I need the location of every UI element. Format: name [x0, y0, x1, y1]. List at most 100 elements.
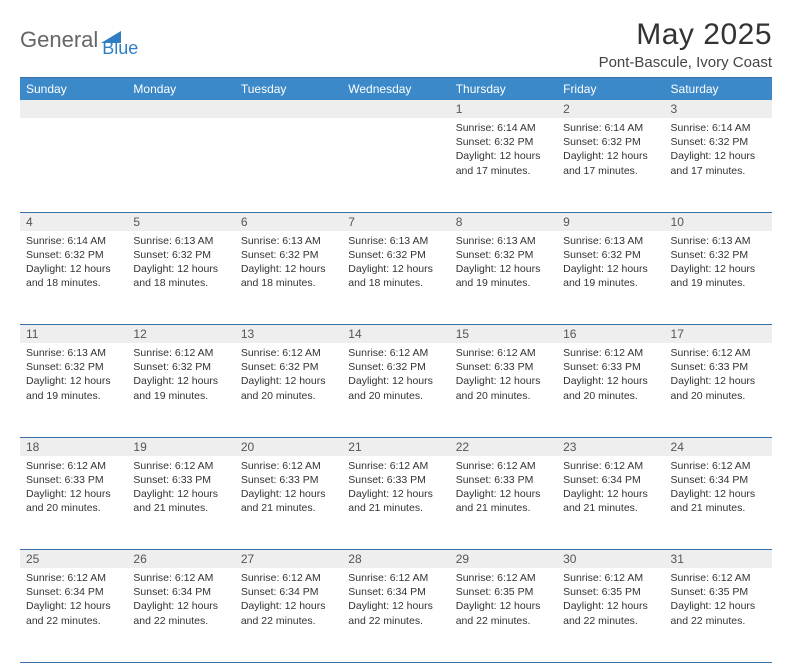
sunrise-line: Sunrise: 6:12 AM	[133, 459, 228, 473]
daylight-line-2: and 20 minutes.	[563, 389, 658, 403]
sunset-line: Sunset: 6:33 PM	[133, 473, 228, 487]
day-cell: Sunrise: 6:13 AMSunset: 6:32 PMDaylight:…	[450, 231, 557, 325]
day-number: 21	[342, 437, 449, 456]
daylight-line-1: Daylight: 12 hours	[671, 487, 766, 501]
daylight-line-1: Daylight: 12 hours	[26, 599, 121, 613]
day-detail: Sunrise: 6:12 AMSunset: 6:33 PMDaylight:…	[450, 456, 557, 520]
sunset-line: Sunset: 6:32 PM	[456, 248, 551, 262]
day-cell: Sunrise: 6:12 AMSunset: 6:34 PMDaylight:…	[127, 568, 234, 662]
day-cell: Sunrise: 6:12 AMSunset: 6:34 PMDaylight:…	[20, 568, 127, 662]
day-detail: Sunrise: 6:12 AMSunset: 6:34 PMDaylight:…	[557, 456, 664, 520]
day-detail: Sunrise: 6:12 AMSunset: 6:34 PMDaylight:…	[20, 568, 127, 632]
daylight-line-2: and 22 minutes.	[133, 614, 228, 628]
daylight-line-1: Daylight: 12 hours	[133, 374, 228, 388]
day-number: 1	[450, 100, 557, 118]
day-cell: Sunrise: 6:12 AMSunset: 6:33 PMDaylight:…	[665, 343, 772, 437]
daylight-line-2: and 19 minutes.	[133, 389, 228, 403]
day-number: 9	[557, 212, 664, 231]
weekday-sun: Sunday	[20, 78, 127, 101]
daylight-line-2: and 21 minutes.	[241, 501, 336, 515]
day-cell: Sunrise: 6:12 AMSunset: 6:34 PMDaylight:…	[235, 568, 342, 662]
daylight-line-2: and 21 minutes.	[563, 501, 658, 515]
day-detail: Sunrise: 6:12 AMSunset: 6:35 PMDaylight:…	[557, 568, 664, 632]
sunrise-line: Sunrise: 6:14 AM	[563, 121, 658, 135]
day-detail: Sunrise: 6:12 AMSunset: 6:32 PMDaylight:…	[342, 343, 449, 407]
day-number: 13	[235, 325, 342, 344]
sunrise-line: Sunrise: 6:12 AM	[563, 346, 658, 360]
sunset-line: Sunset: 6:33 PM	[456, 360, 551, 374]
sunset-line: Sunset: 6:34 PM	[241, 585, 336, 599]
day-detail: Sunrise: 6:13 AMSunset: 6:32 PMDaylight:…	[235, 231, 342, 295]
day-cell: Sunrise: 6:13 AMSunset: 6:32 PMDaylight:…	[342, 231, 449, 325]
day-cell	[20, 118, 127, 212]
daylight-line-2: and 17 minutes.	[456, 164, 551, 178]
sunrise-line: Sunrise: 6:12 AM	[348, 571, 443, 585]
day-detail: Sunrise: 6:12 AMSunset: 6:34 PMDaylight:…	[235, 568, 342, 632]
day-number-row: 11121314151617	[20, 325, 772, 344]
sunset-line: Sunset: 6:34 PM	[133, 585, 228, 599]
day-cell: Sunrise: 6:12 AMSunset: 6:33 PMDaylight:…	[557, 343, 664, 437]
day-detail: Sunrise: 6:12 AMSunset: 6:33 PMDaylight:…	[235, 456, 342, 520]
day-detail: Sunrise: 6:14 AMSunset: 6:32 PMDaylight:…	[20, 231, 127, 295]
daylight-line-2: and 20 minutes.	[26, 501, 121, 515]
sunset-line: Sunset: 6:34 PM	[26, 585, 121, 599]
daylight-line-2: and 20 minutes.	[348, 389, 443, 403]
calendar-table: Sunday Monday Tuesday Wednesday Thursday…	[20, 77, 772, 663]
sunrise-line: Sunrise: 6:13 AM	[671, 234, 766, 248]
day-cell: Sunrise: 6:12 AMSunset: 6:33 PMDaylight:…	[342, 456, 449, 550]
location-label: Pont-Bascule, Ivory Coast	[599, 54, 772, 71]
day-number: 18	[20, 437, 127, 456]
day-cell: Sunrise: 6:12 AMSunset: 6:33 PMDaylight:…	[450, 456, 557, 550]
logo-text-blue: Blue	[102, 38, 138, 59]
day-detail: Sunrise: 6:13 AMSunset: 6:32 PMDaylight:…	[127, 231, 234, 295]
daylight-line-1: Daylight: 12 hours	[563, 149, 658, 163]
sunset-line: Sunset: 6:32 PM	[133, 248, 228, 262]
day-number: 12	[127, 325, 234, 344]
weekday-thu: Thursday	[450, 78, 557, 101]
sunset-line: Sunset: 6:32 PM	[241, 360, 336, 374]
day-number: 15	[450, 325, 557, 344]
day-number: 8	[450, 212, 557, 231]
daylight-line-1: Daylight: 12 hours	[133, 262, 228, 276]
day-number: 2	[557, 100, 664, 118]
sunrise-line: Sunrise: 6:12 AM	[133, 571, 228, 585]
sunset-line: Sunset: 6:32 PM	[26, 248, 121, 262]
day-cell	[235, 118, 342, 212]
daylight-line-2: and 22 minutes.	[563, 614, 658, 628]
logo: General Blue	[20, 20, 138, 59]
sunrise-line: Sunrise: 6:12 AM	[671, 571, 766, 585]
day-detail: Sunrise: 6:14 AMSunset: 6:32 PMDaylight:…	[665, 118, 772, 182]
day-number: 26	[127, 550, 234, 569]
sunset-line: Sunset: 6:33 PM	[671, 360, 766, 374]
sunset-line: Sunset: 6:32 PM	[26, 360, 121, 374]
sunrise-line: Sunrise: 6:12 AM	[456, 459, 551, 473]
sunset-line: Sunset: 6:32 PM	[563, 135, 658, 149]
sunset-line: Sunset: 6:32 PM	[348, 248, 443, 262]
sunset-line: Sunset: 6:34 PM	[348, 585, 443, 599]
day-number: 23	[557, 437, 664, 456]
day-number-row: 18192021222324	[20, 437, 772, 456]
daylight-line-1: Daylight: 12 hours	[241, 487, 336, 501]
sunrise-line: Sunrise: 6:14 AM	[671, 121, 766, 135]
week-row: Sunrise: 6:12 AMSunset: 6:33 PMDaylight:…	[20, 456, 772, 550]
daylight-line-2: and 18 minutes.	[241, 276, 336, 290]
day-number: 10	[665, 212, 772, 231]
weekday-header-row: Sunday Monday Tuesday Wednesday Thursday…	[20, 78, 772, 101]
day-detail: Sunrise: 6:13 AMSunset: 6:32 PMDaylight:…	[20, 343, 127, 407]
day-number	[342, 100, 449, 118]
day-detail: Sunrise: 6:12 AMSunset: 6:33 PMDaylight:…	[20, 456, 127, 520]
daylight-line-2: and 17 minutes.	[671, 164, 766, 178]
title-block: May 2025 Pont-Bascule, Ivory Coast	[599, 18, 772, 71]
sunset-line: Sunset: 6:35 PM	[563, 585, 658, 599]
day-cell: Sunrise: 6:12 AMSunset: 6:33 PMDaylight:…	[450, 343, 557, 437]
day-number: 6	[235, 212, 342, 231]
day-detail: Sunrise: 6:14 AMSunset: 6:32 PMDaylight:…	[557, 118, 664, 182]
week-row: Sunrise: 6:14 AMSunset: 6:32 PMDaylight:…	[20, 231, 772, 325]
sunrise-line: Sunrise: 6:12 AM	[563, 571, 658, 585]
daylight-line-2: and 19 minutes.	[563, 276, 658, 290]
daylight-line-1: Daylight: 12 hours	[133, 487, 228, 501]
day-detail: Sunrise: 6:13 AMSunset: 6:32 PMDaylight:…	[450, 231, 557, 295]
day-cell: Sunrise: 6:14 AMSunset: 6:32 PMDaylight:…	[557, 118, 664, 212]
day-cell: Sunrise: 6:14 AMSunset: 6:32 PMDaylight:…	[665, 118, 772, 212]
weekday-wed: Wednesday	[342, 78, 449, 101]
